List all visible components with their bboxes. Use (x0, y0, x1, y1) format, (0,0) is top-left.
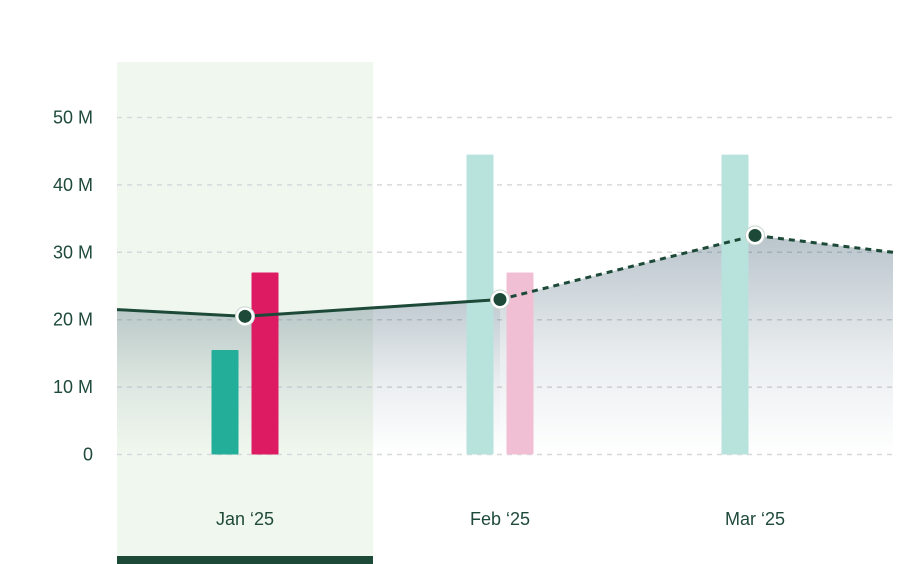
bar[interactable] (466, 154, 494, 455)
line-point[interactable] (748, 228, 762, 242)
y-tick-label: 50 M (53, 108, 93, 128)
line-point[interactable] (238, 309, 252, 323)
bar[interactable] (721, 154, 749, 455)
projection-area (500, 235, 893, 455)
x-tick-label: Mar ‘25 (725, 509, 785, 529)
line-series-projected (499, 233, 894, 301)
x-tick-label: Jan ‘25 (216, 509, 274, 529)
bar[interactable] (211, 350, 239, 455)
x-tick-label: Feb ‘25 (470, 509, 530, 529)
y-tick-label: 40 M (53, 175, 93, 195)
y-tick-label: 10 M (53, 377, 93, 397)
y-tick-label: 30 M (53, 242, 93, 262)
bar[interactable] (506, 272, 534, 455)
bar[interactable] (251, 272, 279, 455)
y-tick-label: 20 M (53, 310, 93, 330)
line-point[interactable] (493, 292, 507, 306)
y-tick-label: 0 (83, 445, 93, 465)
history-area (117, 299, 500, 455)
selected-column-indicator (117, 556, 373, 564)
